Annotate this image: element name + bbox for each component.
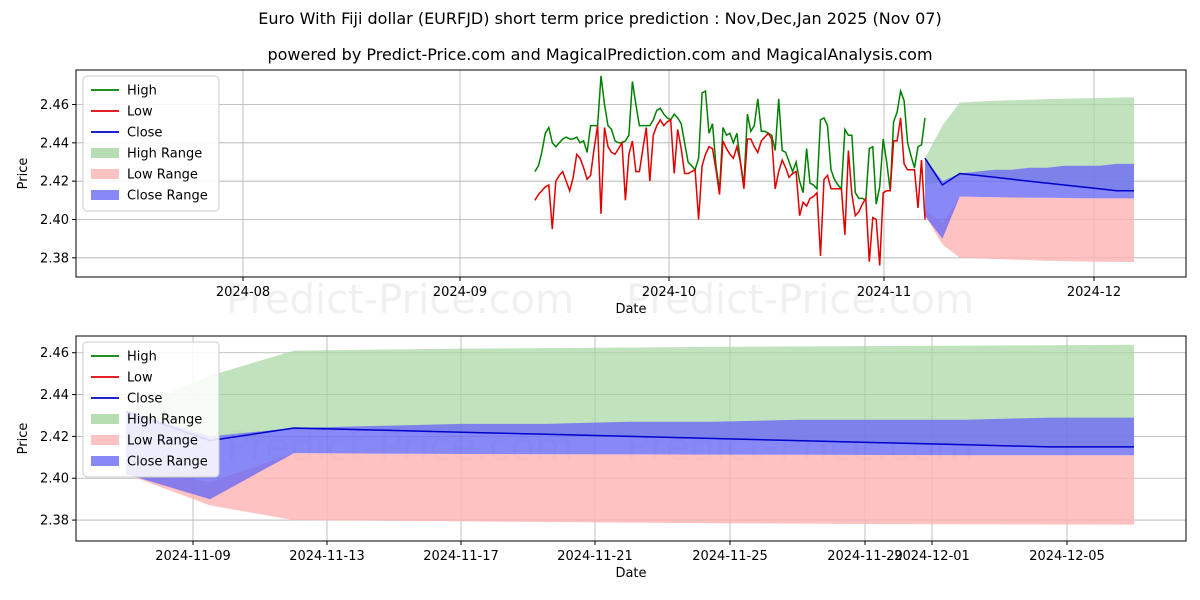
y-tick-label: 2.44	[40, 388, 69, 403]
plot-frame	[75, 69, 1187, 278]
x-axis-label: Date	[615, 302, 646, 317]
legend-swatch	[91, 169, 119, 179]
legend-label: Low	[127, 371, 153, 386]
x-tick-label: 2024-11-21	[557, 549, 633, 564]
watermark-text: Predict-Price.com	[626, 277, 974, 323]
y-tick-label: 2.38	[40, 514, 69, 529]
close-series-line	[924, 157, 1134, 192]
x-axis-label: Date	[615, 566, 646, 581]
low-series-line	[534, 117, 926, 266]
low-range-band	[925, 196, 1134, 262]
x-tick-label: 2024-11-13	[289, 549, 365, 564]
y-axis-label: Price	[16, 158, 31, 190]
x-tick-label: 2024-08	[216, 285, 270, 300]
legend-label: Low Range	[127, 168, 198, 183]
legend-swatch	[91, 456, 119, 466]
y-tick-label: 2.38	[40, 251, 69, 266]
x-tick-label: 2024-10	[642, 285, 696, 300]
x-tick-label: 2024-11-09	[155, 549, 231, 564]
y-tick-label: 2.42	[40, 430, 69, 445]
legend-swatch	[91, 148, 119, 158]
legend-label: Low	[127, 105, 153, 120]
watermark-text: Predict-Price.com	[226, 277, 574, 323]
legend-swatch	[91, 414, 119, 424]
legend-label: Close Range	[127, 189, 208, 204]
x-tick-label: 2024-12	[1067, 285, 1121, 300]
legend-label: High	[127, 84, 157, 99]
y-tick-label: 2.46	[40, 98, 69, 113]
low-range-band	[126, 453, 1134, 525]
x-tick-label: 2024-12-05	[1029, 549, 1105, 564]
legend-label: Close	[127, 126, 162, 141]
x-tick-label: 2024-09	[433, 285, 487, 300]
x-tick-label: 2024-11-17	[423, 549, 499, 564]
y-tick-label: 2.40	[40, 472, 69, 487]
x-tick-label: 2024-11-29	[827, 549, 903, 564]
legend-label: Close Range	[127, 455, 208, 470]
y-tick-label: 2.44	[40, 136, 69, 151]
y-tick-label: 2.42	[40, 175, 69, 190]
y-axis-label: Price	[16, 423, 31, 455]
x-tick-label: 2024-11	[857, 285, 911, 300]
y-tick-label: 2.46	[40, 346, 69, 361]
high-series-line	[534, 75, 926, 205]
chart-title: Euro With Fiji dollar (EURFJD) short ter…	[258, 9, 942, 28]
legend-swatch	[91, 190, 119, 200]
legend-label: High	[127, 350, 157, 365]
plot-frame	[75, 335, 1187, 542]
close-range-band	[925, 158, 1134, 239]
close-series-line	[125, 410, 1134, 448]
close-range-band	[126, 411, 1134, 500]
legend-label: High Range	[127, 413, 202, 428]
legend-label: High Range	[127, 147, 202, 162]
legend-label: Close	[127, 392, 162, 407]
y-tick-label: 2.40	[40, 213, 69, 228]
x-tick-label: 2024-11-25	[692, 549, 768, 564]
legend-label: Low Range	[127, 434, 198, 449]
x-tick-label: 2024-12-01	[894, 549, 970, 564]
legend-swatch	[91, 435, 119, 445]
chart-subtitle: powered by Predict-Price.com and Magical…	[267, 45, 933, 64]
